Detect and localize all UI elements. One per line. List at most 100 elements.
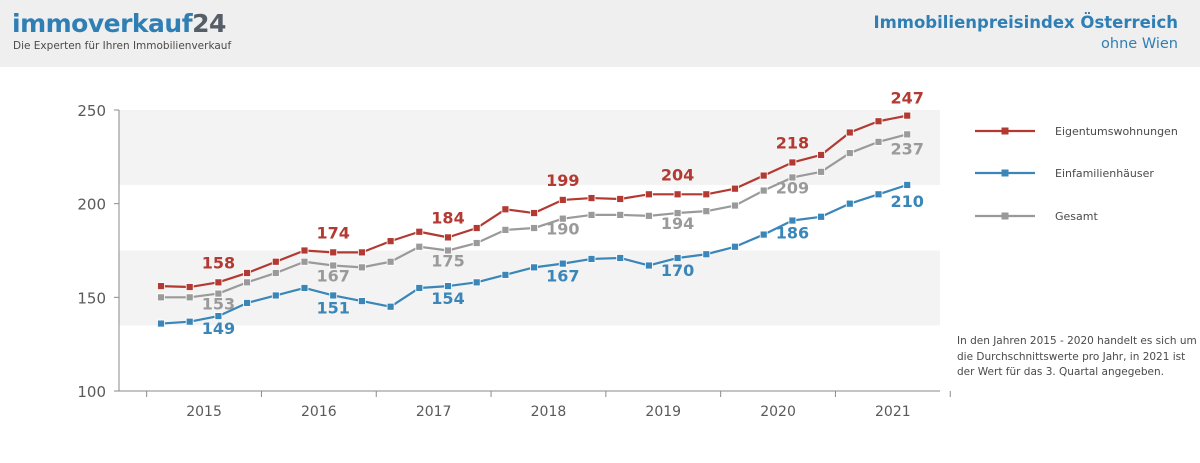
data-point [415, 242, 424, 251]
data-point [702, 190, 711, 199]
data-point [903, 111, 912, 120]
data-point [645, 261, 653, 270]
data-point [386, 302, 395, 311]
brand-text: immoverkauf [12, 9, 193, 38]
legend-swatch-marker [1001, 212, 1009, 220]
data-label: 204 [661, 165, 694, 184]
page-subtitle: ohne Wien [1101, 36, 1178, 52]
data-point [472, 239, 481, 247]
data-point [386, 237, 395, 246]
data-point [845, 149, 854, 157]
data-point [386, 257, 395, 266]
data-point [587, 211, 596, 219]
data-point [185, 293, 194, 302]
data-label: 247 [890, 89, 923, 108]
data-label: 153 [202, 295, 235, 314]
data-point [214, 289, 223, 298]
data-point [329, 261, 338, 270]
data-point [673, 190, 682, 199]
x-tick-label: 2021 [875, 404, 911, 420]
data-point [300, 246, 309, 255]
data-point [788, 216, 797, 225]
data-point [357, 248, 366, 257]
data-point [731, 184, 739, 193]
data-point [817, 151, 825, 159]
legend-label: Einfamilienhäuser [1055, 167, 1154, 180]
data-point [157, 282, 165, 290]
data-label: 167 [546, 267, 579, 286]
header-bar: immoverkauf24 Die Experten für Ihren Imm… [0, 0, 1200, 67]
background-band [119, 110, 940, 185]
data-point [472, 224, 481, 232]
data-point [243, 278, 252, 287]
data-point [357, 297, 366, 305]
y-tick-label: 100 [77, 383, 106, 401]
data-point [357, 263, 366, 272]
brand-logo[interactable]: immoverkauf24 [12, 9, 226, 39]
x-tick-label: 2019 [645, 404, 681, 420]
data-point [645, 211, 653, 220]
data-point [616, 195, 625, 203]
data-point [788, 173, 797, 182]
data-point [616, 254, 625, 262]
data-label: 154 [431, 289, 464, 308]
data-point [185, 283, 194, 291]
data-point [271, 269, 280, 277]
data-point [501, 205, 510, 214]
data-point [645, 190, 653, 199]
data-point [731, 242, 739, 251]
data-label: 218 [776, 133, 809, 152]
data-point [817, 167, 825, 176]
data-point [185, 317, 194, 326]
data-label: 199 [546, 171, 579, 190]
data-point [501, 270, 510, 279]
data-point [530, 209, 538, 217]
data-point [300, 257, 309, 266]
data-point [501, 225, 510, 234]
y-tick-label: 250 [77, 102, 106, 120]
data-point [530, 263, 538, 272]
data-point [788, 158, 797, 167]
data-label: 237 [890, 139, 923, 158]
data-point [271, 257, 280, 266]
data-label: 194 [661, 214, 694, 233]
data-point [558, 214, 567, 223]
data-label: 210 [890, 192, 923, 211]
page-title: Immobilienpreisindex Österreich [873, 13, 1178, 32]
data-point [472, 278, 481, 287]
data-label: 151 [316, 298, 349, 317]
data-point [874, 190, 883, 199]
y-tick-label: 200 [77, 196, 106, 214]
data-label: 170 [661, 261, 694, 280]
data-point [731, 201, 739, 210]
data-label: 174 [316, 223, 349, 242]
data-point [817, 212, 825, 221]
x-tick-label: 2017 [416, 404, 452, 420]
data-label: 190 [546, 220, 579, 239]
data-point [759, 186, 768, 195]
data-point [759, 230, 768, 239]
data-label: 184 [431, 208, 464, 227]
data-point [157, 293, 165, 302]
data-point [702, 207, 711, 216]
data-label: 209 [776, 178, 809, 197]
data-point [329, 291, 338, 300]
x-tick-label: 2020 [760, 404, 796, 420]
data-point [558, 196, 567, 204]
data-point [243, 299, 252, 307]
data-point [157, 319, 165, 328]
data-point [587, 255, 596, 263]
data-point [444, 233, 452, 242]
data-point [759, 171, 768, 180]
data-point [673, 209, 682, 217]
data-point [874, 137, 883, 146]
x-tick-label: 2015 [186, 404, 222, 420]
data-point [415, 227, 424, 236]
data-point [214, 312, 223, 320]
brand-tagline: Die Experten für Ihren Immobilienverkauf [13, 40, 232, 52]
data-point [903, 181, 912, 189]
data-point [530, 224, 538, 232]
legend-label: Eigentumswohnungen [1055, 125, 1178, 138]
brand-number: 24 [192, 9, 226, 38]
